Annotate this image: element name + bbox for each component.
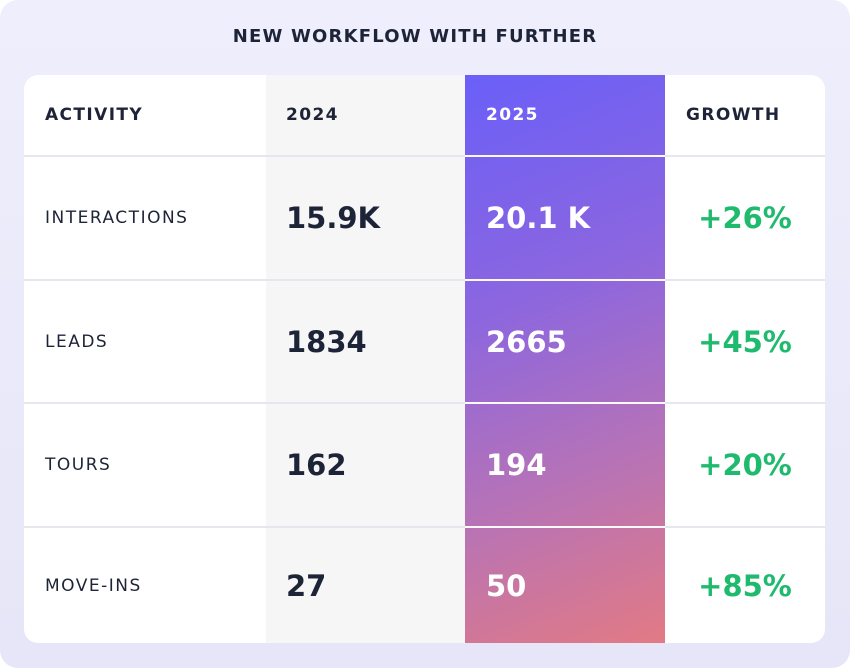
row-value-2024: 1834 [286,324,367,359]
row-value-2025: 194 [486,448,547,482]
row-value-2024: 15.9K [286,201,381,235]
page-title: NEW WORKFLOW WITH FURTHER [232,26,598,47]
row-divider [24,402,825,404]
row-growth: +85% [698,568,792,603]
row-divider [24,155,825,157]
header-2025: 2025 [486,105,539,125]
row-divider [24,526,825,528]
row-value-2024: 27 [286,568,327,603]
row-activity-label: INTERACTIONS [45,208,189,228]
row-value-2024: 162 [286,448,347,482]
row-growth: +20% [698,448,792,482]
column-2025-highlight [465,75,665,643]
row-activity-label: LEADS [45,331,109,352]
row-value-2025: 20.1 K [486,201,591,235]
row-activity-label: TOURS [45,455,112,475]
row-growth: +45% [698,324,792,359]
header-2024: 2024 [286,105,339,125]
comparison-table: ACTIVITY 2024 2025 GROWTH INTERACTIONS 1… [24,75,825,643]
column-2024-background [266,75,465,643]
row-divider-highlight [465,279,665,281]
row-activity-label: MOVE-INS [45,575,142,596]
row-value-2025: 2665 [486,324,567,359]
row-divider-highlight [465,402,665,404]
row-divider-highlight [465,526,665,528]
row-divider-highlight [465,155,665,157]
row-divider [24,279,825,281]
row-growth: +26% [698,201,792,235]
header-growth: GROWTH [686,105,781,125]
header-activity: ACTIVITY [45,105,144,125]
row-value-2025: 50 [486,568,527,603]
